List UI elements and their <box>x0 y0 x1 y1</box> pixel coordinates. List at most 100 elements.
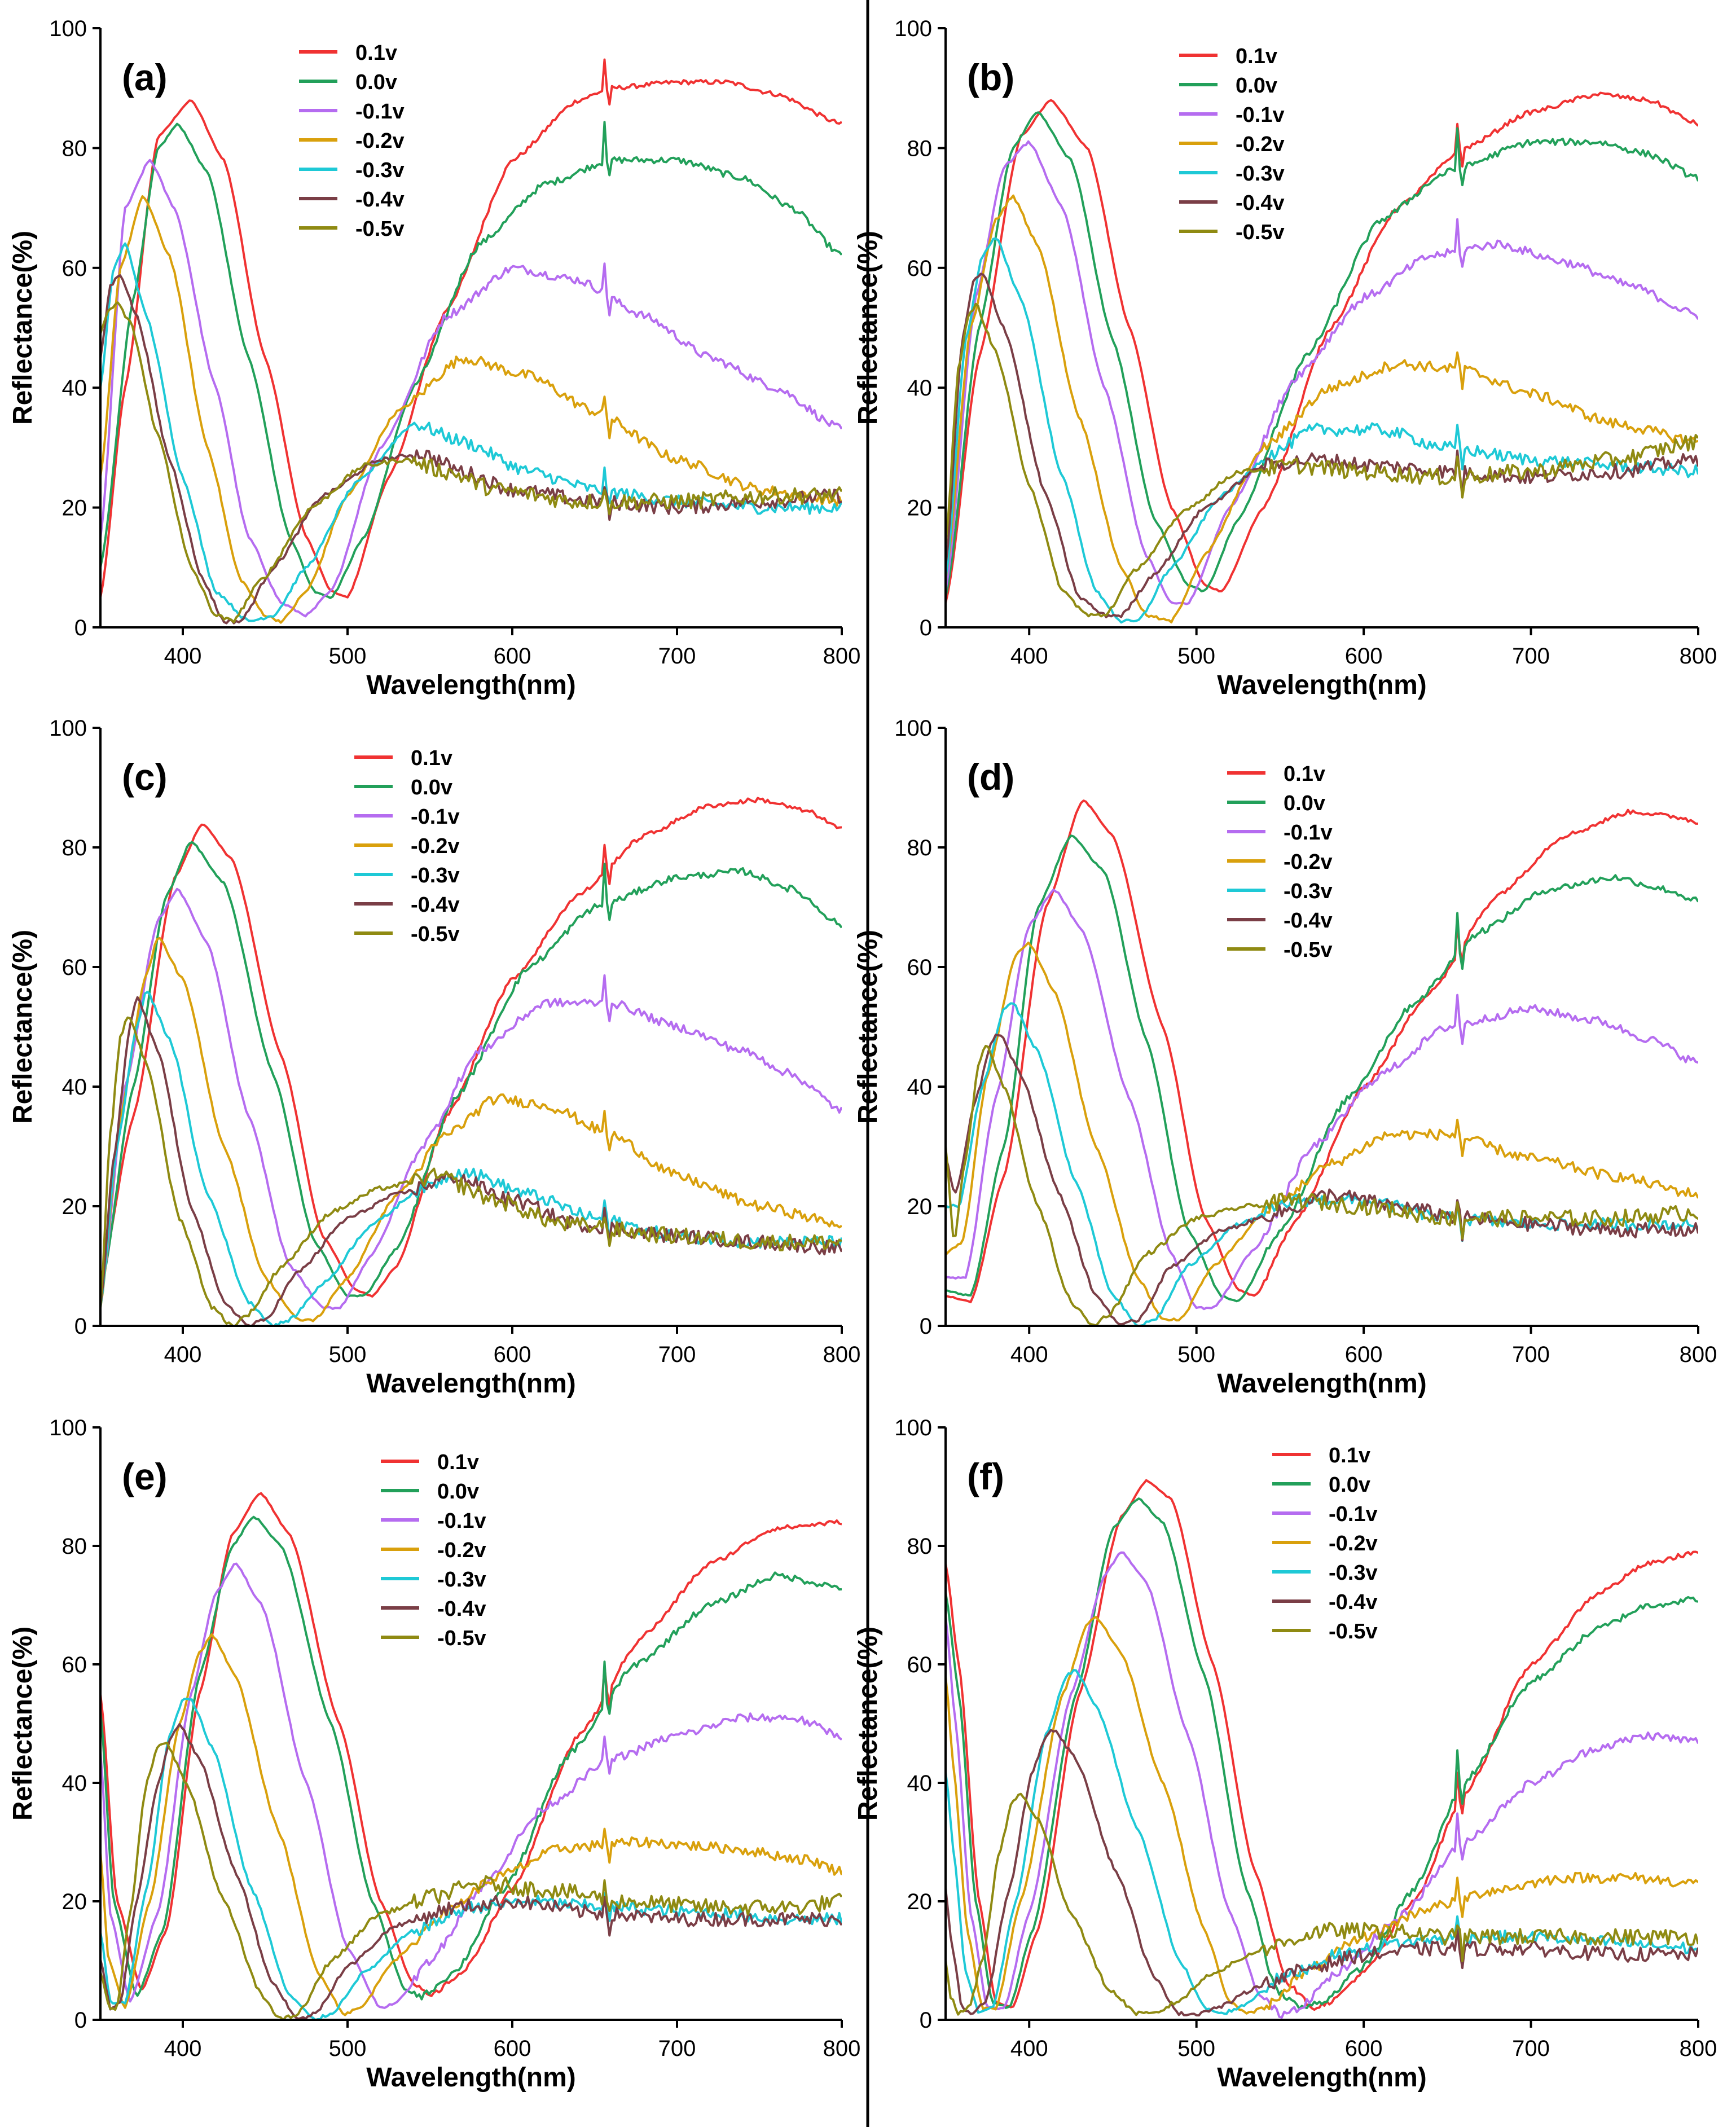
y-tick-label: 40 <box>62 376 87 401</box>
panel-label: (e) <box>122 1456 168 1497</box>
panel-label: (c) <box>122 756 168 798</box>
x-tick-label: 400 <box>1010 2036 1048 2061</box>
y-tick-label: 100 <box>49 1416 87 1440</box>
series-line-0.0v <box>946 111 1698 598</box>
series-line-0.1v <box>100 797 842 1298</box>
legend-label: -0.5v <box>437 1627 486 1650</box>
legend: 0.1v 0.0v -0.1v -0.2v -0.3v -0.4v -0.5v <box>1179 45 1285 244</box>
series-line--0.2v <box>100 1633 842 2016</box>
chart-panel-c: 400 500 600 700 800 0 20 40 60 80 100 Wavelength(nm… <box>8 716 860 1399</box>
series-line-0.1v <box>946 799 1698 1303</box>
y-axis-title: Reflectance(%) <box>853 1627 883 1821</box>
y-tick-label: 20 <box>907 1889 933 1914</box>
x-tick-label: 500 <box>1177 644 1215 669</box>
x-tick-label: 600 <box>1345 2036 1383 2061</box>
legend-label: -0.1v <box>1284 821 1333 845</box>
legend: 0.1v 0.0v -0.1v -0.2v -0.3v -0.4v -0.5v <box>1272 1444 1378 1643</box>
series-line-0.0v <box>946 1497 1698 2010</box>
x-tick-label: 500 <box>1177 2036 1215 2061</box>
legend-label: -0.5v <box>1236 221 1285 244</box>
y-tick-label: 80 <box>907 836 933 860</box>
series-line--0.4v <box>100 274 842 625</box>
y-tick-label: 40 <box>907 1771 933 1796</box>
y-axis-title: Reflectance(%) <box>8 231 38 425</box>
y-tick-label: 20 <box>62 1194 87 1219</box>
x-tick-label: 600 <box>494 2036 531 2061</box>
y-axis-title: Reflectance(%) <box>853 930 883 1124</box>
legend-label: 0.0v <box>411 776 452 799</box>
legend-label: -0.4v <box>437 1597 486 1621</box>
series-line--0.4v <box>946 1729 1698 2017</box>
series-group <box>100 1492 842 2020</box>
series-line--0.5v <box>946 1792 1698 2016</box>
x-axis-title: Wavelength(nm) <box>1217 2063 1427 2093</box>
y-tick-label: 40 <box>62 1771 87 1796</box>
legend-label: -0.1v <box>437 1509 486 1533</box>
series-line--0.2v <box>100 195 842 624</box>
x-axis-title: Wavelength(nm) <box>366 1369 576 1399</box>
series-line--0.1v <box>100 887 842 1310</box>
panel-label: (a) <box>122 56 168 98</box>
series-line--0.3v <box>100 242 842 622</box>
legend-label: 0.1v <box>437 1451 479 1474</box>
x-tick-label: 500 <box>1177 1342 1215 1367</box>
y-tick-label: 20 <box>907 496 933 521</box>
legend-label: -0.5v <box>1329 1620 1378 1643</box>
y-tick-label: 80 <box>62 136 87 161</box>
series-line--0.4v <box>946 273 1698 618</box>
x-tick-label: 800 <box>823 644 861 669</box>
legend-label: 0.0v <box>1236 74 1277 98</box>
series-group <box>946 1479 1698 2019</box>
series-line--0.4v <box>100 1723 842 2020</box>
series-line-0.1v <box>100 1492 842 1997</box>
y-tick-label: 60 <box>907 256 933 281</box>
legend-label: -0.2v <box>355 129 405 153</box>
legend-label: 0.1v <box>1236 45 1277 68</box>
series-line--0.3v <box>946 237 1698 624</box>
series-line--0.1v <box>946 140 1698 605</box>
y-tick-label: 0 <box>74 2008 87 2033</box>
legend-label: -0.2v <box>437 1539 486 1562</box>
x-axis-title: Wavelength(nm) <box>366 670 576 700</box>
series-line--0.4v <box>100 996 842 1326</box>
y-tick-label: 0 <box>920 2008 932 2033</box>
series-line--0.5v <box>946 302 1698 618</box>
series-line--0.5v <box>946 1044 1698 1326</box>
y-tick-label: 20 <box>62 496 87 521</box>
legend-label: -0.3v <box>1284 880 1333 903</box>
legend-label: -0.3v <box>1329 1561 1378 1585</box>
legend-label: -0.5v <box>411 922 460 946</box>
legend-label: -0.3v <box>355 159 405 182</box>
series-line--0.2v <box>946 194 1698 623</box>
x-tick-label: 700 <box>1512 1342 1550 1367</box>
legend-label: -0.1v <box>411 805 460 829</box>
x-tick-label: 400 <box>164 1342 202 1367</box>
legend-label: -0.5v <box>355 217 405 241</box>
y-tick-label: 20 <box>62 1889 87 1914</box>
legend-label: 0.0v <box>355 71 397 94</box>
legend-label: 0.0v <box>1284 792 1325 815</box>
y-tick-label: 100 <box>49 716 87 741</box>
x-tick-label: 700 <box>658 2036 696 2061</box>
legend: 0.1v 0.0v -0.1v -0.2v -0.3v -0.4v -0.5v <box>1227 762 1333 962</box>
y-tick-label: 40 <box>62 1075 87 1100</box>
x-tick-label: 800 <box>1680 644 1717 669</box>
series-line--0.4v <box>946 1034 1698 1326</box>
x-tick-label: 700 <box>658 644 696 669</box>
series-group <box>100 58 842 625</box>
series-line--0.2v <box>946 941 1698 1322</box>
legend-label: 0.0v <box>1329 1473 1370 1497</box>
chart-panel-f: 400 500 600 700 800 0 20 40 60 80 100 Wavelength(nm… <box>853 1416 1717 2093</box>
chart-panel-a: 400 500 600 700 800 0 20 40 60 80 100 Wavelength(nm… <box>8 16 860 700</box>
chart-panel-b: 400 500 600 700 800 0 20 40 60 80 100 Wavelength(nm… <box>853 16 1717 700</box>
legend-label: -0.4v <box>1236 191 1285 215</box>
chart-panel-d: 400 500 600 700 800 0 20 40 60 80 100 Wavelength(nm… <box>853 716 1717 1399</box>
legend-label: 0.0v <box>437 1480 479 1504</box>
x-tick-label: 600 <box>1345 1342 1383 1367</box>
legend-label: 0.1v <box>411 746 452 770</box>
y-tick-label: 0 <box>74 616 87 640</box>
panel-label: (f) <box>967 1456 1004 1497</box>
legend: 0.1v 0.0v -0.1v -0.2v -0.3v -0.4v -0.5v <box>299 41 405 241</box>
series-line--0.1v <box>100 159 842 618</box>
